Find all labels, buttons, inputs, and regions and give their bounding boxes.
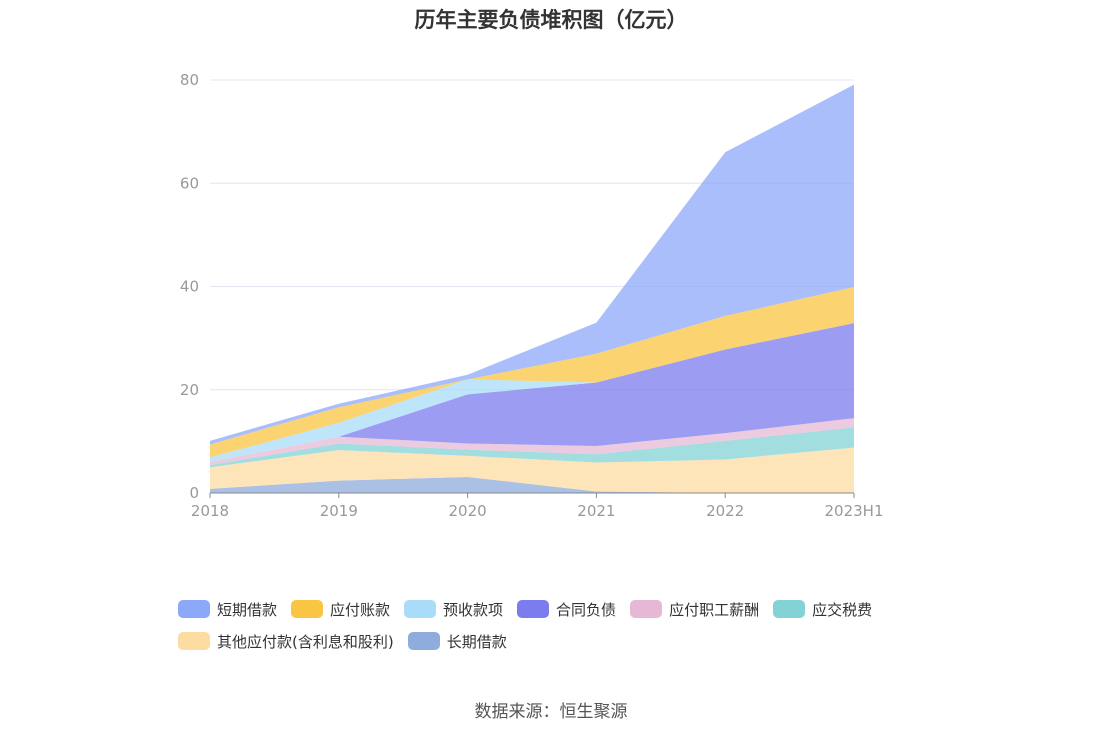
legend-swatch bbox=[773, 600, 806, 618]
x-tick-label: 2022 bbox=[706, 502, 744, 520]
legend: 短期借款 应付账款 预收款项 合同负债 应付职工薪酬 应交税费其他应付款(含利息和股利) 长… bbox=[178, 598, 938, 652]
y-tick-label: 20 bbox=[180, 381, 199, 399]
legend-label: 长期借款 bbox=[446, 632, 507, 651]
legend-swatch bbox=[178, 600, 210, 618]
y-tick-label: 0 bbox=[189, 484, 199, 502]
legend-swatch bbox=[178, 632, 210, 650]
legend-label: 应付职工薪酬 bbox=[669, 600, 760, 619]
legend-item[interactable]: 合同负债 bbox=[517, 598, 616, 620]
area-series-2 bbox=[210, 427, 854, 468]
area-series-3 bbox=[210, 418, 854, 466]
legend-label: 合同负债 bbox=[556, 600, 617, 619]
x-tick-label: 2023H1 bbox=[825, 502, 884, 520]
y-tick-label: 60 bbox=[180, 174, 199, 192]
legend-label: 应交税费 bbox=[812, 600, 873, 619]
legend-swatch bbox=[407, 632, 440, 650]
legend-item[interactable]: 其他应付款(含利息和股利) bbox=[178, 630, 394, 652]
legend-item[interactable]: 预收款项 bbox=[404, 598, 503, 620]
area-series-4 bbox=[210, 323, 854, 463]
legend-label: 应付账款 bbox=[330, 600, 391, 619]
legend-swatch bbox=[630, 600, 663, 618]
legend-swatch bbox=[517, 600, 550, 618]
legend-label: 短期借款 bbox=[217, 600, 278, 619]
area-series-6 bbox=[210, 287, 854, 458]
legend-item[interactable]: 长期借款 bbox=[407, 630, 507, 652]
y-tick-label: 80 bbox=[180, 71, 199, 89]
legend-item[interactable]: 短期借款 bbox=[178, 598, 277, 620]
legend-item[interactable]: 应付账款 bbox=[291, 598, 390, 620]
x-tick-label: 2019 bbox=[320, 502, 358, 520]
legend-label: 预收款项 bbox=[443, 600, 504, 619]
x-tick-label: 2020 bbox=[449, 502, 487, 520]
area-series-1 bbox=[210, 447, 854, 493]
legend-swatch bbox=[291, 600, 324, 618]
x-tick-label: 2018 bbox=[191, 502, 229, 520]
y-tick-label: 40 bbox=[180, 278, 199, 296]
legend-item[interactable]: 应交税费 bbox=[773, 598, 872, 620]
legend-swatch bbox=[404, 600, 437, 618]
x-tick-label: 2021 bbox=[577, 502, 615, 520]
area-series-0 bbox=[210, 476, 854, 493]
legend-label: 其他应付款(含利息和股利) bbox=[217, 632, 394, 651]
chart-title: 历年主要负债堆积图（亿元） bbox=[414, 8, 688, 32]
area-series-7 bbox=[210, 84, 854, 445]
data-source: 数据来源：恒生聚源 bbox=[474, 702, 628, 722]
area-series-5 bbox=[210, 323, 854, 463]
legend-item[interactable]: 应付职工薪酬 bbox=[630, 598, 759, 620]
